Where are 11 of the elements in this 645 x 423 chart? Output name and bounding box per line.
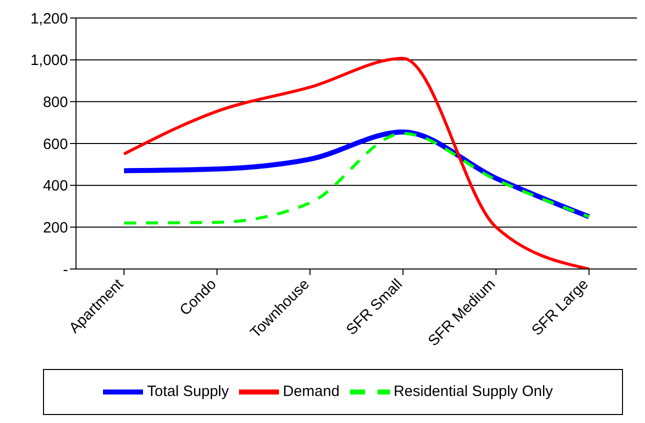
legend-label: Demand	[282, 382, 340, 400]
y-tick-label: 200	[42, 219, 68, 236]
y-tick-label: 1,000	[30, 52, 68, 70]
y-tick-label: 800	[42, 94, 68, 111]
line-series	[122, 56, 590, 269]
y-tick-label: 600	[42, 136, 68, 153]
legend-label: Residential Supply Only	[394, 382, 553, 400]
y-tick-label: 400	[42, 178, 68, 195]
y-tick-label: -	[63, 261, 68, 278]
legend-label: Total Supply	[147, 382, 229, 400]
y-tick-label: 1,200	[30, 10, 68, 28]
